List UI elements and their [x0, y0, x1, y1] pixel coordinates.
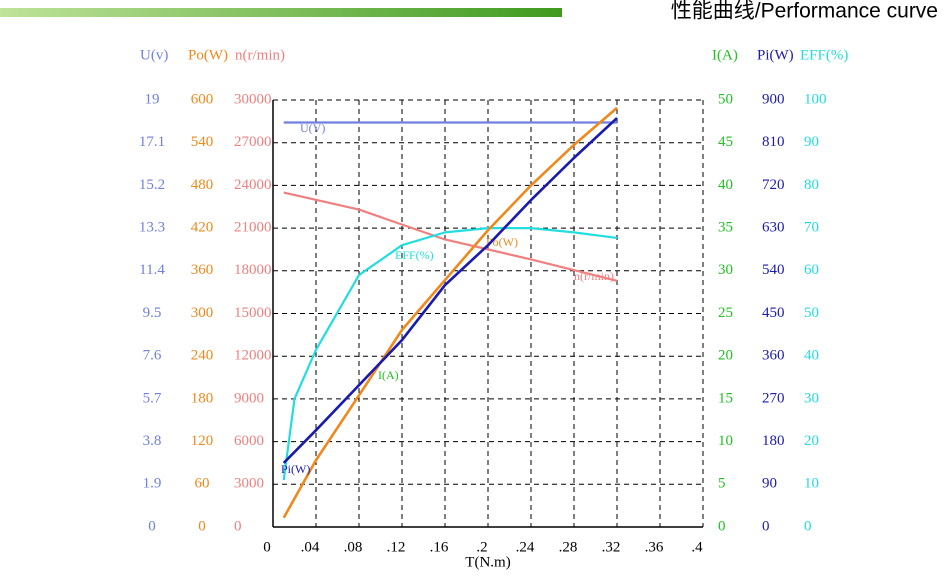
- y-tick-label: 810: [762, 134, 785, 150]
- y-tick-label: 270: [762, 390, 785, 406]
- y-tick-label: 0: [198, 518, 206, 534]
- y-tick-label: 5: [718, 476, 726, 492]
- axis-title: I(A): [712, 47, 738, 63]
- y-tick-label: 10: [804, 476, 819, 492]
- y-tick-label: 540: [191, 134, 214, 150]
- y-tick-label: 480: [191, 177, 214, 193]
- y-tick-label: 0: [148, 518, 156, 534]
- y-tick-label: 1.9: [143, 476, 162, 492]
- y-tick-label: 0: [718, 518, 726, 534]
- y-tick-label: 50: [718, 91, 733, 107]
- y-tick-label: 180: [762, 433, 785, 449]
- y-tick-label: 420: [191, 220, 214, 236]
- y-tick-label: 17.1: [139, 134, 165, 150]
- x-axis-title: T(N.m): [465, 554, 510, 570]
- y-tick-label: 35: [718, 220, 733, 236]
- series-label: I(A): [378, 368, 399, 382]
- y-tick-label: 24000: [234, 177, 272, 193]
- y-tick-label: 30: [804, 390, 819, 406]
- y-tick-label: 9000: [234, 390, 264, 406]
- y-tick-label: 20: [804, 433, 819, 449]
- x-tick-label: .2: [476, 539, 487, 555]
- y-tick-label: 27000: [234, 134, 272, 150]
- y-tick-label: 40: [804, 348, 819, 364]
- x-tick-label: .36: [645, 539, 664, 555]
- y-tick-label: 25: [718, 305, 733, 321]
- y-tick-label: 30: [718, 262, 733, 278]
- axis-title: EFF(%): [800, 47, 848, 63]
- series-line: [282, 106, 618, 519]
- y-tick-label: 18000: [234, 262, 272, 278]
- series-label: n(r/min): [574, 269, 614, 283]
- axis-title: Po(W): [188, 47, 228, 63]
- y-tick-label: 7.6: [143, 348, 162, 364]
- y-tick-label: 240: [191, 348, 214, 364]
- x-tick-label: .24: [516, 539, 535, 555]
- y-tick-label: 21000: [234, 220, 272, 236]
- y-tick-label: 3000: [234, 476, 264, 492]
- y-tick-label: 60: [195, 476, 210, 492]
- header-bar: [0, 8, 562, 17]
- y-tick-label: 900: [762, 91, 785, 107]
- y-tick-label: 15.2: [139, 177, 165, 193]
- y-tick-label: 45: [718, 134, 733, 150]
- y-tick-label: 180: [191, 390, 214, 406]
- y-tick-label: 30000: [234, 91, 272, 107]
- axis-title: n(r/min): [235, 47, 285, 63]
- y-tick-label: 60: [804, 262, 819, 278]
- y-tick-label: 90: [762, 476, 777, 492]
- y-tick-label: 0: [234, 518, 242, 534]
- y-tick-label: 11.4: [139, 262, 165, 278]
- y-tick-label: 9.5: [143, 305, 162, 321]
- y-tick-label: 600: [191, 91, 214, 107]
- x-tick-label: .28: [559, 539, 578, 555]
- y-tick-label: 10: [718, 433, 733, 449]
- series-line: [283, 191, 618, 282]
- y-tick-label: 90: [804, 134, 819, 150]
- y-tick-label: 360: [191, 262, 214, 278]
- x-tick-label: .4: [691, 539, 703, 555]
- chart-title: 性能曲线/Performance curve: [671, 0, 938, 23]
- y-tick-label: 12000: [234, 348, 272, 364]
- y-tick-label: 300: [191, 305, 214, 321]
- y-tick-label: 80: [804, 177, 819, 193]
- y-tick-label: 40: [718, 177, 733, 193]
- y-tick-label: 50: [804, 305, 819, 321]
- x-tick-label: .32: [602, 539, 621, 555]
- series-label: U(V): [300, 121, 325, 135]
- x-tick-label: .16: [430, 539, 449, 555]
- y-tick-label: 15: [718, 390, 733, 406]
- series-label: Pi(W): [281, 462, 310, 476]
- y-tick-label: 6000: [234, 433, 264, 449]
- series-line: [282, 117, 618, 464]
- series-line: [282, 227, 618, 481]
- y-tick-label: 5.7: [143, 390, 162, 406]
- x-tick-label: .04: [301, 539, 320, 555]
- y-tick-label: 19: [145, 91, 160, 107]
- axis-title: Pi(W): [757, 47, 794, 63]
- y-tick-label: 15000: [234, 305, 272, 321]
- y-tick-label: 360: [762, 348, 785, 364]
- y-tick-label: 450: [762, 305, 785, 321]
- y-tick-label: 13.3: [139, 220, 165, 236]
- y-tick-label: 3.8: [143, 433, 162, 449]
- x-tick-label: 0: [263, 539, 271, 555]
- x-tick-label: .12: [387, 539, 406, 555]
- y-tick-label: 100: [804, 91, 827, 107]
- series-label: EFF(%): [395, 248, 434, 262]
- y-tick-label: 20: [718, 348, 733, 364]
- y-tick-label: 0: [762, 518, 770, 534]
- axis-title: U(v): [140, 47, 168, 63]
- x-tick-label: .08: [344, 539, 363, 555]
- y-tick-label: 0: [804, 518, 812, 534]
- y-tick-label: 120: [191, 433, 214, 449]
- y-tick-label: 540: [762, 262, 785, 278]
- y-tick-label: 720: [762, 177, 785, 193]
- y-tick-label: 630: [762, 220, 785, 236]
- y-tick-label: 70: [804, 220, 819, 236]
